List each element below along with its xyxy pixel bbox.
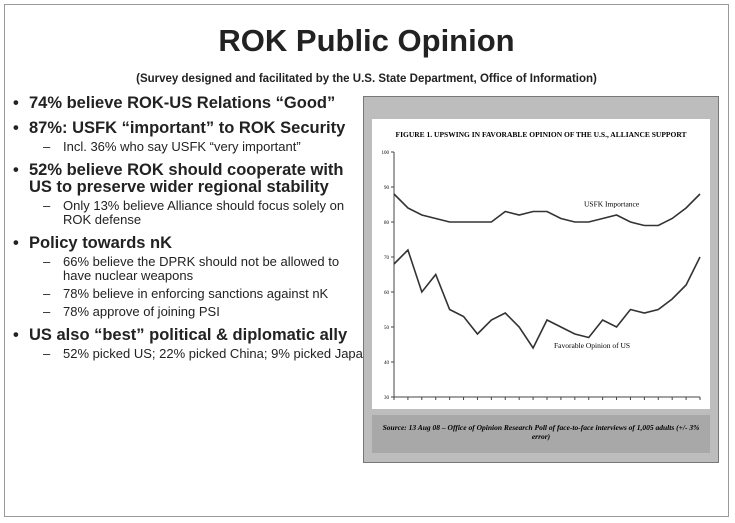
sub-list: 52% picked US; 22% picked China; 9% pick…	[29, 347, 370, 362]
bullet-text: US also “best” political & diplomatic al…	[29, 326, 348, 344]
bullet-text: 52% believe ROK should cooperate with US…	[29, 161, 344, 196]
bullet: 52% believe ROK should cooperate with US…	[13, 162, 358, 227]
source-box: Source: 13 Aug 08 – Office of Opinion Re…	[382, 423, 700, 441]
y-tick-label: 30	[384, 396, 390, 401]
y-tick-label: 70	[384, 256, 390, 261]
sub-bullet: Incl. 36% who say USFK “very important”	[29, 140, 358, 155]
sub-bullet: 52% picked US; 22% picked China; 9% pick…	[29, 347, 370, 362]
sub-bullet: 78% believe in enforcing sanctions again…	[29, 287, 358, 302]
slide: ROK Public Opinion (Survey designed and …	[4, 4, 729, 517]
y-tick-label: 100	[382, 151, 390, 156]
sub-list: 66% believe the DPRK should not be allow…	[29, 255, 358, 320]
chart-image: FIGURE 1. UPSWING IN FAVORABLE OPINION O…	[363, 96, 719, 463]
series-line	[393, 193, 701, 227]
bullet-list: 74% believe ROK-US Relations “Good” 87%: …	[13, 94, 370, 369]
chart: FIGURE 1. UPSWING IN FAVORABLE OPINION O…	[372, 119, 710, 453]
y-tick-label: 40	[384, 361, 390, 366]
sub-bullet: Only 13% believe Alliance should focus s…	[29, 199, 358, 227]
y-tick-label: 90	[384, 186, 390, 191]
plot-panel	[372, 119, 710, 409]
legend-label: Favorable Opinion of US	[554, 341, 630, 350]
bullet-text: 87%: USFK “important” to ROK Security	[29, 119, 346, 137]
legend-label: USFK Importance	[584, 200, 640, 209]
sub-bullet: 66% believe the DPRK should not be allow…	[29, 255, 358, 283]
source-panel	[372, 415, 710, 453]
sub-list: Incl. 36% who say USFK “very important”	[29, 140, 358, 155]
series-line	[393, 248, 701, 350]
source: Source: 13 Aug 08 – Office of Opinion Re…	[382, 423, 700, 441]
bullet: US also “best” political & diplomatic al…	[13, 326, 370, 362]
title: ROK Public Opinion	[218, 23, 515, 58]
subtitle: (Survey designed and facilitated by the …	[136, 73, 597, 85]
chart-title: FIGURE 1. UPSWING IN FAVORABLE OPINION O…	[395, 130, 686, 139]
y-tick-label: 50	[384, 326, 390, 331]
bullet: 87%: USFK “important” to ROK Security Inc…	[13, 119, 358, 155]
y-tick-label: 60	[384, 291, 390, 296]
bullet: Policy towards nK 66% believe the DPRK sh…	[13, 234, 358, 320]
bullet-text: Policy towards nK	[29, 234, 173, 252]
sub-list: Only 13% believe Alliance should focus s…	[29, 199, 358, 227]
bullet: 74% believe ROK-US Relations “Good”	[13, 94, 358, 113]
bullet-text: 74% believe ROK-US Relations “Good”	[29, 94, 336, 112]
sub-bullet: 78% approve of joining PSI	[29, 305, 358, 320]
y-tick-label: 80	[384, 221, 390, 226]
